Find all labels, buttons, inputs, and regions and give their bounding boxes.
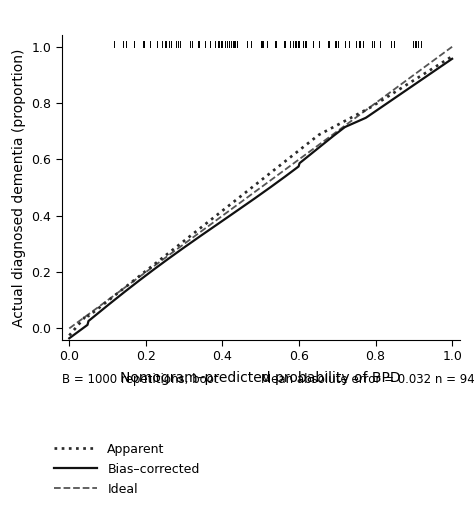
Apparent — [449, 53, 455, 59]
Apparent — [345, 117, 350, 123]
Ideal — [90, 308, 95, 314]
Apparent — [191, 230, 197, 236]
Bias–corrected — [345, 123, 350, 129]
Line: Ideal: Ideal — [69, 47, 452, 329]
Bias–corrected — [112, 296, 118, 302]
Ideal — [137, 273, 143, 279]
Legend: Apparent, Bias–corrected, Ideal: Apparent, Bias–corrected, Ideal — [54, 443, 200, 496]
Y-axis label: Actual diagnosed dementia (proportion): Actual diagnosed dementia (proportion) — [12, 48, 26, 327]
Ideal — [430, 58, 436, 64]
Ideal — [66, 325, 72, 332]
Line: Apparent: Apparent — [69, 56, 452, 336]
Bias–corrected — [343, 124, 348, 130]
Bias–corrected — [307, 152, 313, 158]
Apparent — [218, 209, 224, 215]
Ideal — [449, 44, 455, 50]
Ideal — [417, 68, 422, 74]
Apparent — [112, 292, 118, 298]
X-axis label: Nomogram–predicted probability of BPD: Nomogram–predicted probability of BPD — [120, 372, 401, 385]
Bias–corrected — [218, 219, 224, 225]
Ideal — [168, 250, 174, 257]
Bias–corrected — [66, 335, 72, 341]
Text: B = 1000 repetitions, boot: B = 1000 repetitions, boot — [62, 373, 218, 386]
Line: Bias–corrected: Bias–corrected — [69, 59, 452, 338]
Text: Mean absolute error = 0.032 n = 94: Mean absolute error = 0.032 n = 94 — [261, 373, 474, 386]
Apparent — [307, 138, 313, 144]
Apparent — [66, 333, 72, 339]
Apparent — [343, 118, 348, 124]
Ideal — [82, 314, 88, 320]
Bias–corrected — [191, 237, 197, 243]
Bias–corrected — [449, 56, 455, 62]
